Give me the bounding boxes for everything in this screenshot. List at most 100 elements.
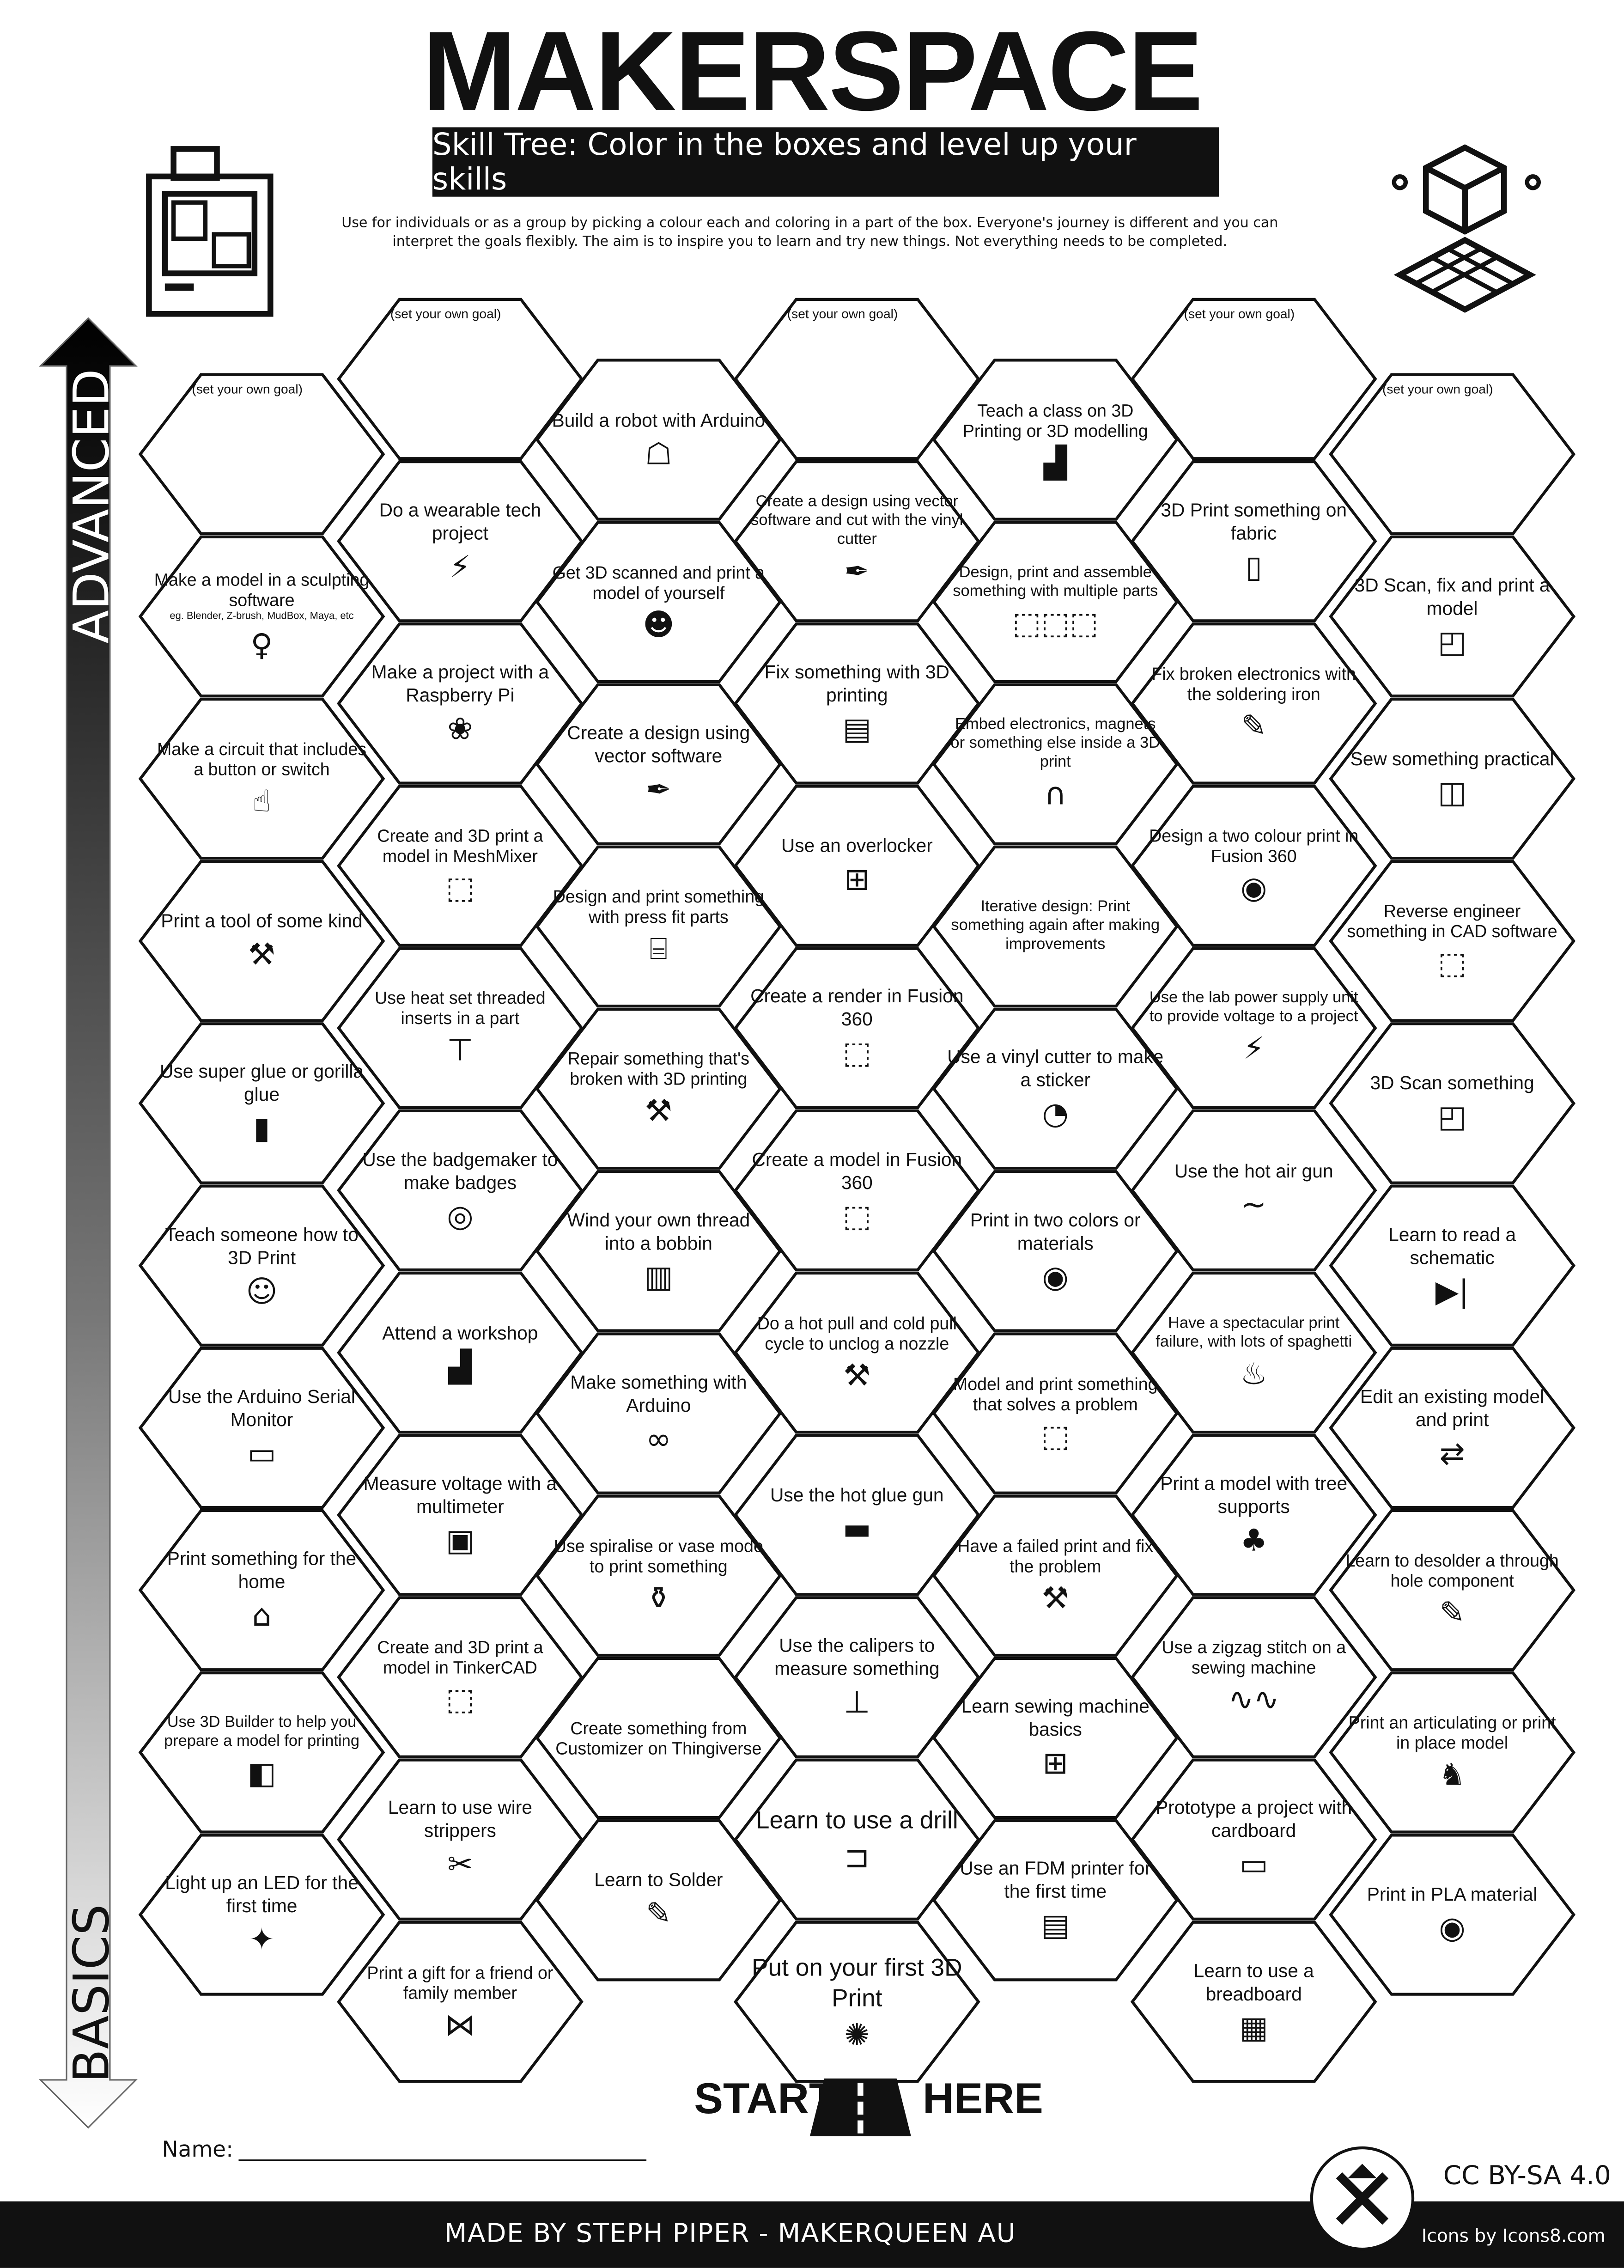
skill-label: Use the hot air gun bbox=[1145, 1159, 1362, 1183]
skill-hex[interactable] bbox=[932, 1657, 1179, 1819]
skill-hex[interactable] bbox=[932, 683, 1179, 846]
skill-text: Create a design using vector software an… bbox=[751, 493, 963, 549]
skill-hex[interactable] bbox=[1130, 1596, 1377, 1758]
skill-hex[interactable] bbox=[1329, 1509, 1576, 1671]
skill-hex[interactable] bbox=[138, 1022, 385, 1184]
skill-hex[interactable] bbox=[1329, 1834, 1576, 1996]
skill-hex[interactable] bbox=[1130, 460, 1377, 622]
skill-hex[interactable] bbox=[1329, 860, 1576, 1022]
skill-text: Reverse engineer something in CAD softwa… bbox=[1347, 901, 1557, 942]
skill-label: 3D Scan something bbox=[1344, 1072, 1561, 1095]
skill-hex[interactable] bbox=[337, 460, 584, 622]
skill-hex[interactable] bbox=[337, 1920, 584, 2083]
skill-cell: Use the calipers to measure something ⊥ bbox=[748, 1605, 966, 1750]
skill-hex[interactable] bbox=[337, 947, 584, 1110]
skill-hex[interactable] bbox=[932, 845, 1179, 1008]
skill-hex[interactable] bbox=[138, 1184, 385, 1347]
skill-hex[interactable] bbox=[733, 1920, 980, 2083]
skill-hex[interactable] bbox=[1130, 1109, 1377, 1272]
skill-hex[interactable] bbox=[733, 947, 980, 1110]
skill-hex[interactable] bbox=[535, 359, 782, 521]
skill-hex[interactable] bbox=[138, 860, 385, 1022]
skill-hex[interactable] bbox=[932, 1007, 1179, 1170]
soldering-iron-icon: ✎ bbox=[645, 1896, 671, 1932]
skill-hex[interactable] bbox=[138, 373, 385, 536]
skill-hex[interactable] bbox=[932, 521, 1179, 683]
skill-label: Fix something with 3D printing bbox=[748, 661, 966, 707]
skill-cell: 3D Print something on fabric ▯ bbox=[1145, 469, 1362, 614]
skill-hex[interactable] bbox=[535, 521, 782, 683]
skill-hex[interactable] bbox=[138, 1509, 385, 1671]
skill-hex[interactable] bbox=[535, 1332, 782, 1494]
sticker-icon: ◔ bbox=[1042, 1097, 1069, 1132]
skill-hex[interactable] bbox=[535, 1819, 782, 1981]
skill-hex[interactable] bbox=[1329, 1184, 1576, 1347]
skill-hex[interactable] bbox=[932, 1332, 1179, 1494]
skill-cell: Wind your own thread into a bobbin ▥ bbox=[550, 1179, 767, 1323]
skill-hex[interactable] bbox=[1329, 1671, 1576, 1834]
skill-hex[interactable] bbox=[733, 785, 980, 947]
skill-hex[interactable] bbox=[733, 622, 980, 785]
skill-hex[interactable] bbox=[337, 1596, 584, 1758]
skill-hex[interactable] bbox=[138, 1347, 385, 1509]
skill-hex[interactable] bbox=[733, 460, 980, 622]
skill-hex[interactable] bbox=[1130, 947, 1377, 1110]
skill-hex[interactable] bbox=[138, 535, 385, 698]
skill-hex[interactable] bbox=[337, 1434, 584, 1596]
skill-hex[interactable] bbox=[535, 1494, 782, 1657]
skill-hex[interactable] bbox=[733, 1596, 980, 1758]
skill-text: Attend a workshop bbox=[382, 1321, 538, 1343]
skill-label: Print a tool of some kind bbox=[153, 910, 371, 933]
skill-hex[interactable] bbox=[1329, 1022, 1576, 1184]
skill-label: Sew something practical bbox=[1344, 748, 1561, 771]
skill-hex[interactable] bbox=[1329, 1347, 1576, 1509]
skill-hex[interactable] bbox=[535, 1007, 782, 1170]
skill-hex[interactable] bbox=[733, 1109, 980, 1272]
skill-text: Fix something with 3D printing bbox=[764, 661, 949, 706]
skill-hex[interactable] bbox=[337, 785, 584, 947]
skill-hex[interactable] bbox=[733, 1758, 980, 1921]
swap-icon: ⇄ bbox=[1439, 1436, 1465, 1471]
skill-hex[interactable] bbox=[1329, 535, 1576, 698]
skill-label: Print in PLA material bbox=[1344, 1884, 1561, 1907]
skill-hex[interactable] bbox=[337, 1109, 584, 1272]
skill-hex[interactable] bbox=[733, 1271, 980, 1434]
skill-hex[interactable] bbox=[1130, 785, 1377, 947]
skill-text: Use the Arduino Serial Monitor bbox=[168, 1385, 355, 1430]
magnet-icon: ∩ bbox=[1044, 777, 1067, 812]
skill-hex[interactable] bbox=[138, 697, 385, 860]
skill-hex[interactable] bbox=[1130, 1920, 1377, 2083]
name-field[interactable] bbox=[238, 2159, 647, 2161]
skill-hex[interactable] bbox=[337, 298, 584, 460]
skill-hex[interactable] bbox=[535, 1657, 782, 1819]
skill-hex[interactable] bbox=[337, 1758, 584, 1921]
skill-hex[interactable] bbox=[932, 359, 1179, 521]
skill-hex[interactable] bbox=[1329, 697, 1576, 860]
skill-hex[interactable] bbox=[932, 1819, 1179, 1981]
skill-cell: Attend a workshop ▟ bbox=[352, 1280, 569, 1425]
skill-label: Use 3D Builder to help you prepare a mod… bbox=[153, 1714, 371, 1751]
skill-hex[interactable] bbox=[932, 1170, 1179, 1332]
skill-cell: Light up an LED for the first time ✦ bbox=[153, 1842, 371, 1987]
skill-text: Learn to use a drill bbox=[755, 1806, 958, 1834]
skill-hex[interactable] bbox=[1130, 1434, 1377, 1596]
skill-hex[interactable] bbox=[1130, 1271, 1377, 1434]
skill-hex[interactable] bbox=[1329, 373, 1576, 536]
skill-text: Iterative design: Print something again … bbox=[951, 898, 1160, 953]
skill-hex[interactable] bbox=[1130, 298, 1377, 460]
skill-hex[interactable] bbox=[1130, 1758, 1377, 1921]
skill-cell: Create a render in Fusion 360 ⬚ bbox=[748, 956, 966, 1100]
skill-text: Make a project with a Raspberry Pi bbox=[371, 661, 549, 706]
skill-hex[interactable] bbox=[138, 1671, 385, 1834]
skill-hex[interactable] bbox=[932, 1494, 1179, 1657]
skill-hex[interactable] bbox=[535, 845, 782, 1008]
skill-hex[interactable] bbox=[337, 1271, 584, 1434]
skill-hex[interactable] bbox=[535, 1170, 782, 1332]
skill-hex[interactable] bbox=[337, 622, 584, 785]
skill-hex[interactable] bbox=[1130, 622, 1377, 785]
skill-hex[interactable] bbox=[733, 298, 980, 460]
skill-hex[interactable] bbox=[733, 1434, 980, 1596]
skill-hex[interactable] bbox=[535, 683, 782, 846]
skill-hex[interactable] bbox=[138, 1834, 385, 1996]
skill-label: Design and print something with press fi… bbox=[550, 887, 767, 927]
